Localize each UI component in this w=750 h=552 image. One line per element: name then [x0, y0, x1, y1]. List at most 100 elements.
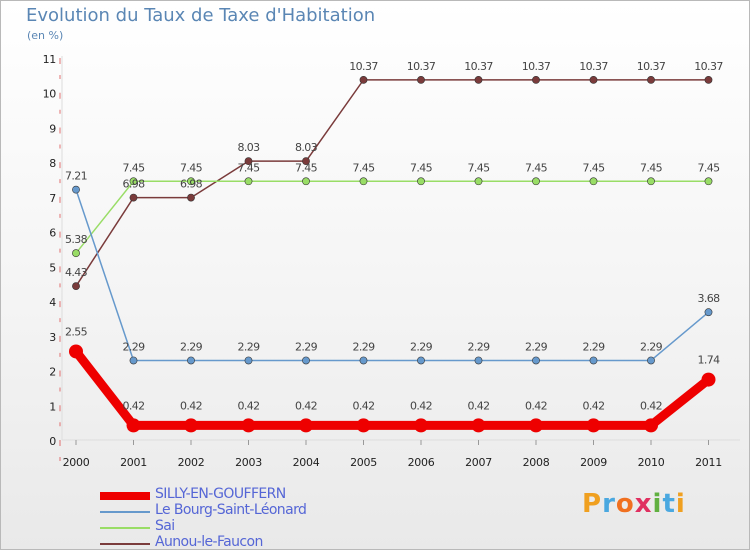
- data-point: [72, 282, 80, 291]
- data-label: 7.45: [525, 161, 548, 174]
- data-label: 7.45: [237, 161, 260, 174]
- x-tick-label: 2010: [638, 456, 665, 469]
- data-point: [414, 418, 428, 433]
- data-label: 2.29: [467, 340, 490, 353]
- data-point: [244, 157, 253, 166]
- data-point: [532, 356, 540, 365]
- series-line: [75, 188, 710, 362]
- x-tick-label: 2001: [120, 456, 147, 469]
- y-tick-label: 2: [49, 366, 56, 379]
- data-label: 0.42: [467, 399, 489, 412]
- data-label: 10.37: [349, 60, 378, 73]
- data-point: [72, 185, 80, 194]
- data-point: [471, 418, 486, 433]
- data-point: [417, 177, 425, 186]
- x-tick-label: 2011: [695, 456, 722, 469]
- data-label: 10.37: [579, 60, 608, 73]
- data-label: 8.03: [237, 141, 260, 154]
- data-label: 0.42: [525, 399, 547, 412]
- chart-title: Evolution du Taux de Taxe d'Habitation: [26, 5, 376, 26]
- data-point: [72, 249, 80, 258]
- data-point: [529, 418, 543, 433]
- y-tick-label: 3: [49, 331, 56, 344]
- x-tick-label: 2000: [63, 456, 90, 469]
- data-label: 10.37: [522, 60, 551, 73]
- data-point: [644, 418, 658, 433]
- data-point: [69, 344, 83, 359]
- data-point: [359, 75, 368, 84]
- data-label: 0.42: [582, 399, 604, 412]
- data-point: [244, 177, 253, 186]
- data-point: [241, 418, 256, 433]
- data-point: [129, 193, 138, 202]
- logo-letter: P: [582, 489, 603, 519]
- data-label: 0.42: [352, 399, 374, 412]
- x-tick-label: 2004: [293, 456, 320, 469]
- logo-letter: r: [602, 489, 616, 519]
- x-tick-label: 2003: [235, 456, 262, 469]
- data-point: [129, 356, 138, 365]
- y-tick-label: 5: [49, 261, 56, 274]
- data-label: 7.45: [180, 161, 203, 174]
- data-point: [647, 75, 655, 84]
- data-point: [126, 418, 141, 433]
- x-tick-label: 2002: [178, 456, 205, 469]
- series-line: [71, 346, 713, 430]
- y-tick-label: 11: [43, 53, 56, 66]
- data-point: [184, 418, 198, 433]
- data-label: 0.42: [180, 399, 202, 412]
- data-label: 4.43: [65, 266, 88, 279]
- data-label: 2.29: [582, 340, 605, 353]
- x-tick-label: 2009: [580, 456, 607, 469]
- data-label: 10.37: [464, 60, 493, 73]
- y-tick-label: 4: [49, 296, 56, 309]
- data-label: 10.37: [694, 60, 723, 73]
- data-point: [187, 193, 195, 202]
- data-label: 8.03: [295, 141, 318, 154]
- logo-letter: i: [675, 489, 686, 519]
- data-point: [704, 75, 713, 84]
- data-label: 2.55: [65, 325, 88, 338]
- data-label: 0.42: [237, 399, 259, 412]
- y-tick-label: 9: [49, 122, 56, 135]
- data-point: [187, 356, 195, 365]
- data-label: 7.21: [65, 170, 87, 183]
- legend-swatch: [100, 527, 150, 529]
- legend-label: Sai: [155, 518, 175, 534]
- legend-label: Aunou-le-Faucon: [155, 534, 263, 550]
- y-tick-label: 6: [49, 227, 56, 240]
- logo-letter: x: [634, 489, 653, 519]
- data-label: 0.42: [640, 399, 662, 412]
- data-point: [302, 177, 310, 186]
- x-tick-label: 2005: [350, 456, 377, 469]
- data-label: 2.29: [352, 340, 375, 353]
- data-label: 2.29: [237, 340, 260, 353]
- y-tick-label: 7: [49, 192, 56, 205]
- data-point: [586, 418, 601, 433]
- data-point: [187, 177, 195, 186]
- legend-swatch: [100, 492, 150, 500]
- data-point: [359, 177, 368, 186]
- logo-letter: t: [662, 489, 676, 519]
- logo-letter: i: [652, 489, 663, 519]
- legend-swatch: [100, 511, 150, 513]
- data-label: 2.29: [640, 340, 663, 353]
- data-label: 0.42: [410, 399, 432, 412]
- y-tick-label: 1: [49, 400, 56, 413]
- data-point: [647, 177, 655, 186]
- data-point: [704, 177, 713, 186]
- data-label: 7.45: [640, 161, 663, 174]
- proxiti-logo: Proxiti: [582, 489, 686, 519]
- data-label: 7.45: [467, 161, 490, 174]
- logo-letter: o: [615, 489, 635, 519]
- data-label: 7.45: [697, 161, 720, 174]
- series-line: [75, 79, 710, 287]
- data-label: 2.29: [410, 340, 433, 353]
- data-label: 7.45: [410, 161, 433, 174]
- data-label: 7.45: [582, 161, 605, 174]
- data-point: [302, 157, 310, 166]
- data-point: [417, 356, 425, 365]
- data-point: [356, 418, 371, 433]
- data-label: 7.45: [295, 161, 318, 174]
